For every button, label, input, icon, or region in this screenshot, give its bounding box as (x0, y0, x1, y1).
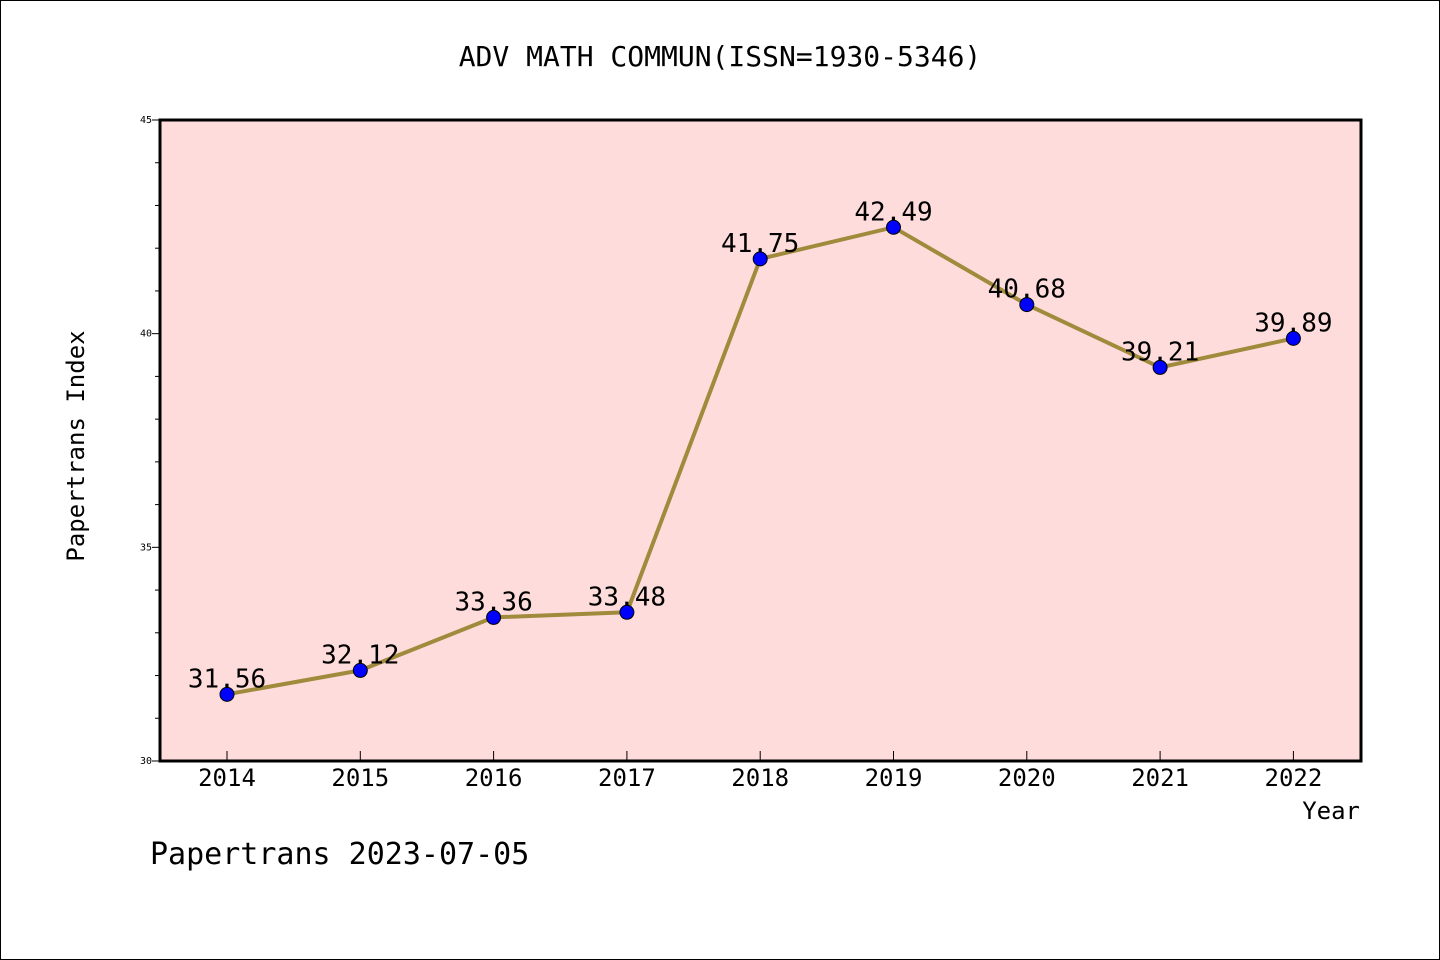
data-label: 41.75 (721, 229, 799, 259)
data-label: 33.36 (454, 587, 532, 617)
x-tick-label: 2021 (1131, 764, 1189, 792)
data-label: 39.89 (1254, 308, 1332, 338)
chart-title: ADV MATH COMMUN(ISSN=1930-5346) (459, 40, 982, 73)
x-axis-ticks: 2014 2015 2016 2017 2018 2019 2020 2021 2022 (198, 751, 1322, 792)
data-point (219, 686, 235, 702)
data-point (752, 251, 768, 267)
data-point (1152, 359, 1168, 375)
y-tick-label: 35 (140, 542, 152, 553)
data-point (619, 604, 635, 620)
data-point (886, 219, 901, 235)
data-label: 33.48 (588, 582, 666, 612)
x-tick-label: 2016 (465, 764, 523, 792)
data-point (1019, 297, 1035, 313)
y-axis-ticks: 30 35 40 45 (140, 115, 160, 767)
data-point (486, 609, 502, 625)
x-tick-label: 2020 (998, 764, 1056, 792)
data-label: 40.68 (988, 275, 1066, 305)
data-point (352, 662, 368, 678)
y-axis-label: Papertrans Index (62, 330, 90, 561)
y-tick-label: 30 (140, 756, 152, 767)
x-tick-label: 2017 (598, 764, 656, 792)
x-tick-label: 2019 (865, 764, 923, 792)
x-tick-label: 2014 (198, 764, 256, 792)
y-tick-label: 45 (140, 115, 152, 126)
footer-text: Papertrans 2023-07-05 (150, 837, 529, 872)
data-point (1285, 330, 1301, 346)
data-label: 42.49 (854, 197, 932, 227)
x-tick-label: 2018 (731, 764, 789, 792)
data-label: 39.21 (1121, 337, 1199, 367)
x-tick-label: 2022 (1265, 764, 1323, 792)
data-label: 32.12 (321, 640, 399, 670)
y-tick-label: 40 (140, 329, 152, 340)
series-group: 31.56 32.12 33.36 33.48 41.75 42.49 40.68 39.21… (188, 197, 1333, 702)
x-tick-label: 2015 (331, 764, 389, 792)
data-label: 31.56 (188, 664, 266, 694)
x-axis-label: Year (1302, 797, 1360, 825)
plot-area (158, 118, 1363, 763)
